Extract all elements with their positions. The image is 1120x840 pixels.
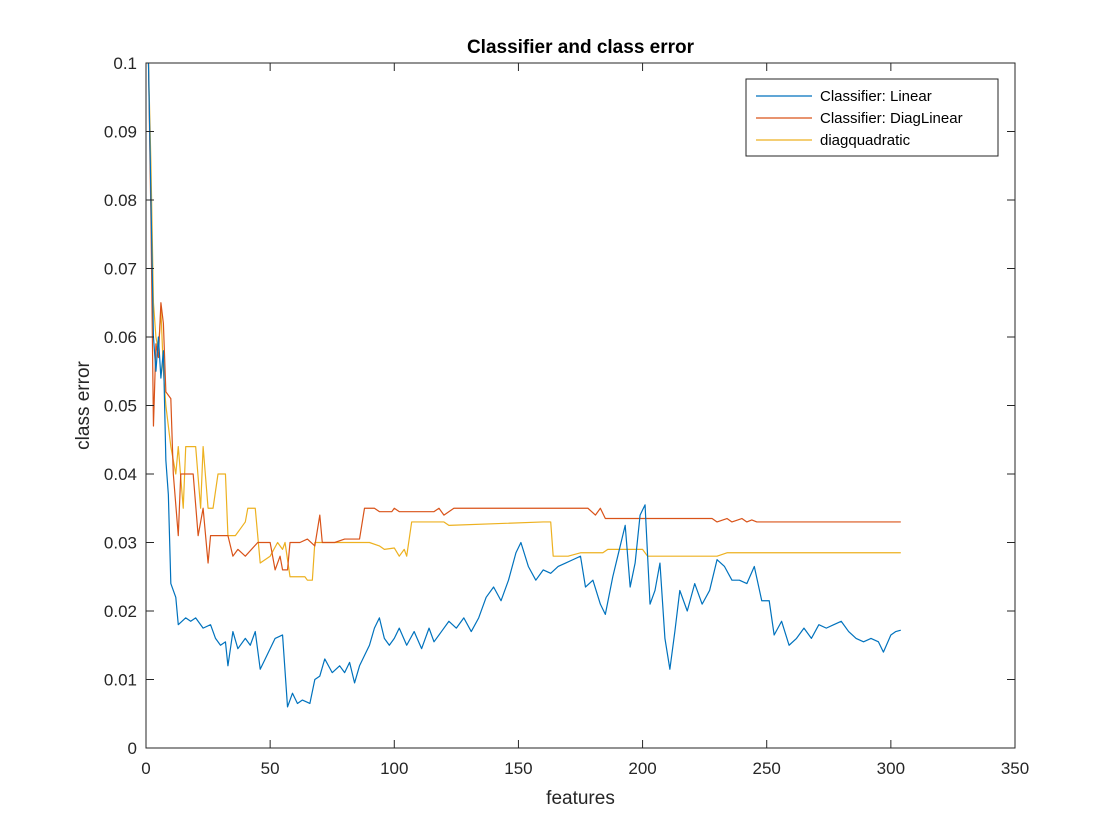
x-tick-label: 150 [504,759,532,778]
y-tick-label: 0.01 [104,671,137,690]
y-tick-label: 0.07 [104,260,137,279]
x-axis-label: features [546,788,615,809]
legend-label-diagquadratic: diagquadratic [820,132,911,149]
x-tick-label: 300 [877,759,905,778]
y-tick-label: 0 [128,739,137,758]
series-line-diagquadratic [147,62,901,581]
ticks-layer: 0 50 100 150 200 250 300 350 0 0.01 0.02 0.03 0.04 0.… [104,54,1029,778]
y-tick-label: 0.05 [104,397,137,416]
legend-item-diagquadratic: diagquadratic [756,132,911,149]
legend-label-diaglinear: Classifier: DiagLinear [820,110,963,127]
series-layer [147,62,901,708]
x-tick-label: 0 [141,759,150,778]
legend-item-linear: Classifier: Linear [756,88,932,105]
series-line-linear [147,62,901,708]
legend: Classifier: Linear Classifier: DiagLinea… [745,78,999,157]
x-tick-label: 250 [753,759,781,778]
series-line-diaglinear [147,62,901,571]
x-tick-label: 200 [628,759,656,778]
x-tick-label: 50 [261,759,280,778]
chart-title: Classifier and class error [467,37,695,58]
y-axis-label: class error [73,360,94,449]
x-tick-label: 350 [1001,759,1029,778]
plot-area [146,63,1015,748]
legend-item-diaglinear: Classifier: DiagLinear [756,110,963,127]
y-tick-label: 0.08 [104,191,137,210]
y-tick-label: 0.03 [104,534,137,553]
y-tick-label: 0.04 [104,465,137,484]
y-tick-label: 0.1 [113,54,137,73]
y-tick-label: 0.02 [104,602,137,621]
y-tick-label: 0.06 [104,328,137,347]
x-tick-label: 100 [380,759,408,778]
legend-label-linear: Classifier: Linear [820,88,932,105]
y-tick-label: 0.09 [104,123,137,142]
